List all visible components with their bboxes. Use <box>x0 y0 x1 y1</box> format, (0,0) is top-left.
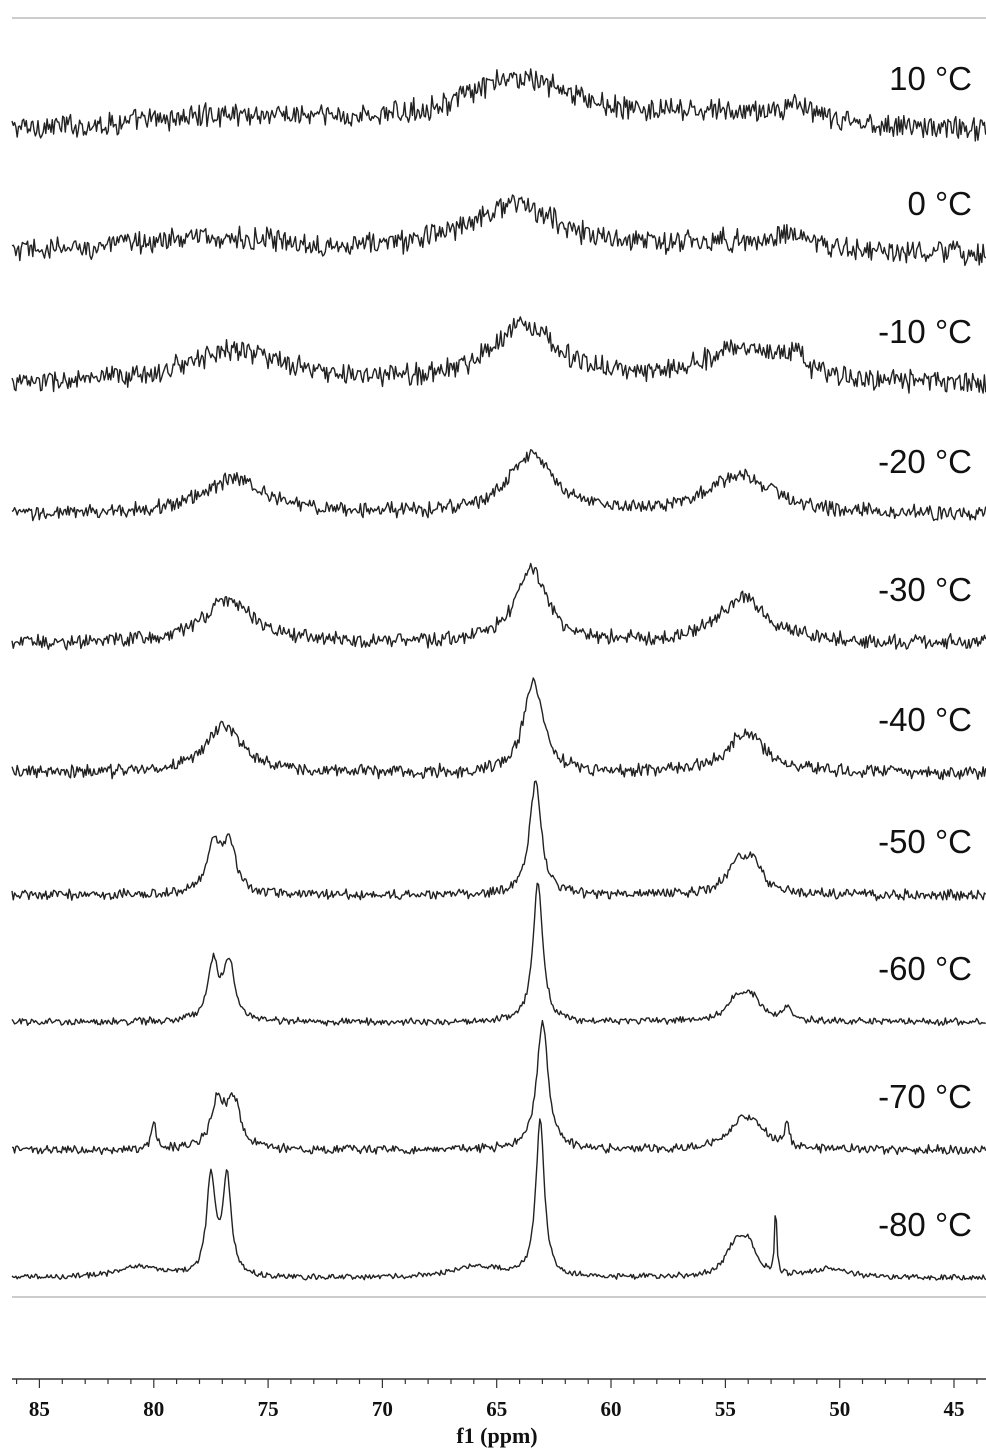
temperature-label-9: -70 °C <box>878 1078 972 1115</box>
temperature-labels: 10 °C 0 °C -10 °C -20 °C -30 °C -40 °C -50 °C -… <box>878 60 972 1243</box>
spectrum-line-8 <box>11 882 986 1027</box>
x-axis-ticks: 85 80 75 70 65 60 55 50 45 <box>16 1379 978 1421</box>
temperature-label-5: -30 °C <box>878 571 972 608</box>
x-tick-label-60: 60 <box>601 1397 622 1421</box>
x-tick-label-50: 50 <box>829 1397 850 1421</box>
spectrum-line-3 <box>11 316 986 394</box>
temperature-label-4: -20 °C <box>878 443 972 480</box>
spectrum-line-7 <box>11 780 986 902</box>
spectrum-line-6 <box>11 677 986 781</box>
temperature-label-1: 10 °C <box>889 60 972 97</box>
temperature-label-3: -10 °C <box>878 313 972 350</box>
x-tick-label-45: 45 <box>944 1397 965 1421</box>
x-tick-label-75: 75 <box>258 1397 279 1421</box>
spectrum-line-4 <box>11 449 986 522</box>
temperature-label-6: -40 °C <box>878 701 972 738</box>
x-tick-label-65: 65 <box>486 1397 507 1421</box>
spectra-group <box>11 68 986 1281</box>
temperature-label-10: -80 °C <box>878 1206 972 1243</box>
spectrum-line-1 <box>11 68 986 142</box>
spectrum-line-5 <box>11 562 986 651</box>
temperature-label-2: 0 °C <box>907 185 972 222</box>
temperature-label-7: -50 °C <box>878 823 972 860</box>
temperature-label-8: -60 °C <box>878 950 972 987</box>
x-axis-title: f1 (ppm) <box>456 1423 537 1448</box>
x-tick-label-85: 85 <box>29 1397 50 1421</box>
x-tick-label-80: 80 <box>143 1397 164 1421</box>
spectrum-line-2 <box>11 194 986 267</box>
spectrum-line-9 <box>11 1019 986 1156</box>
x-axis: 85 80 75 70 65 60 55 50 45 f1 (ppm) <box>12 1378 986 1448</box>
x-tick-label-55: 55 <box>715 1397 736 1421</box>
x-tick-label-70: 70 <box>372 1397 393 1421</box>
spectrum-line-10 <box>11 1118 986 1281</box>
